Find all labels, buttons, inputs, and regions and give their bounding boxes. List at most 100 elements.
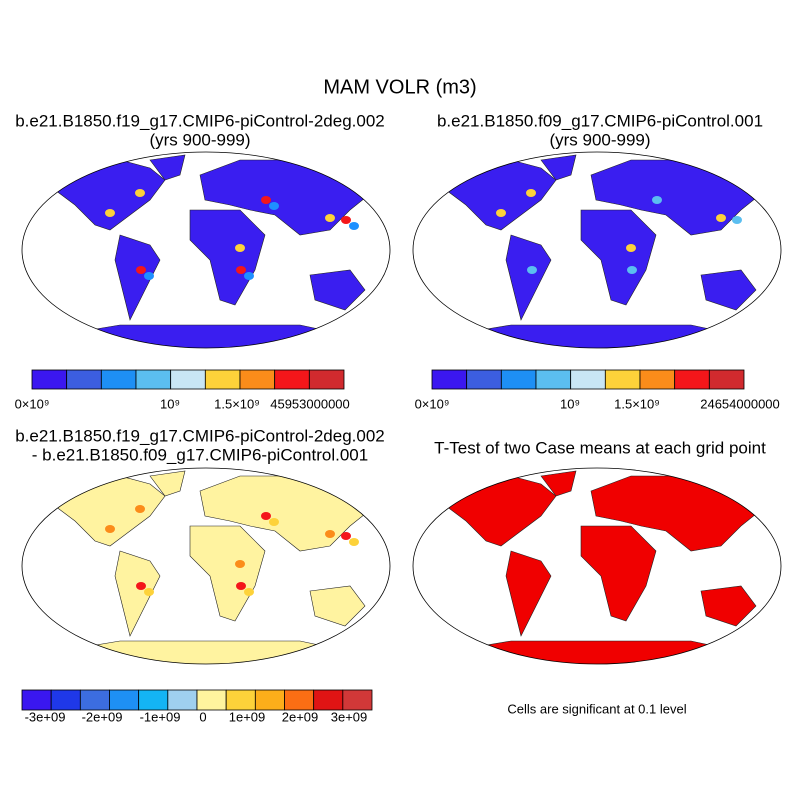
hotspot	[235, 560, 245, 568]
colorbar-box	[431, 369, 468, 390]
colorbar-label: 2e+09	[282, 709, 319, 724]
colorbar-box	[204, 369, 241, 390]
colorbar-box	[308, 369, 345, 390]
hotspot	[341, 216, 351, 224]
hotspot	[236, 266, 246, 274]
colorbar-label: 1.5×10⁹	[614, 396, 660, 411]
hotspot	[135, 505, 145, 513]
hotspot	[235, 244, 245, 252]
panel-title: T-Test of two Case means at each grid po…	[434, 438, 766, 457]
colorbar-label: 0×10⁹	[15, 396, 50, 411]
colorbar-box	[135, 369, 172, 390]
hotspot	[269, 202, 279, 210]
hotspot	[105, 525, 115, 533]
hotspot	[244, 588, 254, 596]
map-border	[412, 151, 782, 349]
land	[430, 154, 772, 348]
colorbar-box	[570, 369, 606, 390]
colorbar-label: 0	[199, 709, 206, 724]
colorbar-label: -2e+09	[82, 709, 123, 724]
colorbar-label: 3e+09	[331, 709, 368, 724]
colorbar-label: -3e+09	[25, 709, 66, 724]
map-land	[39, 470, 381, 664]
hotspot	[652, 196, 662, 204]
colorbar-box	[254, 689, 285, 711]
hotspot	[716, 214, 726, 222]
colorbar-box	[225, 689, 256, 711]
colorbar-box	[500, 369, 537, 390]
colorbar-box	[66, 369, 102, 390]
hotspot	[135, 189, 145, 197]
map-land	[39, 154, 381, 348]
colorbar-box	[466, 369, 502, 390]
panel-title: b.e21.B1850.f19_g17.CMIP6-piControl-2deg…	[15, 426, 385, 445]
hotspot	[136, 582, 146, 590]
map	[21, 151, 391, 349]
colorbar: 0×10⁹ 10⁹ 1.5×10⁹ 24654000000	[415, 369, 780, 411]
hotspot	[325, 530, 335, 538]
colorbar-box	[274, 369, 310, 390]
colorbar-box	[535, 369, 572, 390]
map-land	[430, 154, 772, 348]
hotspot	[496, 209, 506, 217]
panel-title: b.e21.B1850.f09_g17.CMIP6-piControl.001	[437, 111, 763, 130]
hotspot	[349, 222, 359, 230]
colorbar-box	[604, 369, 641, 390]
panels: b.e21.B1850.f19_g17.CMIP6-piControl-2deg…	[15, 111, 782, 724]
colorbar-box	[674, 369, 710, 390]
colorbar-box	[167, 689, 198, 711]
map	[21, 467, 391, 665]
hotspot	[626, 244, 636, 252]
colorbar-box	[284, 689, 315, 711]
hotspot	[244, 272, 254, 280]
hotspot	[627, 266, 637, 274]
colorbar-box	[313, 689, 344, 711]
map	[412, 151, 782, 349]
land	[39, 154, 381, 348]
hotspot	[136, 266, 146, 274]
colorbar-box	[79, 689, 110, 711]
colorbar-label: 24654000000	[700, 396, 780, 411]
colorbar-label: 10⁹	[160, 396, 180, 411]
colorbar-box	[170, 369, 206, 390]
colorbar-box	[639, 369, 676, 390]
colorbar-label: 10⁹	[560, 396, 580, 411]
map-border	[412, 467, 782, 665]
hotspot	[732, 216, 742, 224]
panel-title: (yrs 900-999)	[549, 130, 650, 149]
hotspot	[144, 272, 154, 280]
hotspot	[325, 214, 335, 222]
map	[412, 467, 782, 665]
note: Cells are significant at 0.1 level	[507, 701, 686, 716]
colorbar-label: 45953000000	[270, 396, 350, 411]
colorbar-box	[239, 369, 276, 390]
panel-title: b.e21.B1850.f19_g17.CMIP6-piControl-2deg…	[15, 111, 385, 130]
colorbar-label: 0×10⁹	[415, 396, 450, 411]
colorbar-box	[100, 369, 137, 390]
colorbar-label: 1e+09	[229, 709, 266, 724]
map-border	[21, 467, 391, 665]
panel-title: (yrs 900-999)	[149, 130, 250, 149]
colorbar-label: 1.5×10⁹	[214, 396, 260, 411]
hotspot	[261, 196, 271, 204]
colorbar-label: -1e+09	[140, 709, 181, 724]
hotspot	[341, 532, 351, 540]
hotspot	[526, 189, 536, 197]
hotspot	[269, 518, 279, 526]
colorbar-box	[109, 689, 140, 711]
colorbar: 0×10⁹ 10⁹ 1.5×10⁹ 45953000000	[15, 369, 350, 411]
colorbar-box	[138, 689, 169, 711]
hotspot	[527, 266, 537, 274]
panel-title: - b.e21.B1850.f09_g17.CMIP6-piControl.00…	[32, 445, 368, 464]
hotspot	[236, 582, 246, 590]
colorbar-box	[50, 689, 81, 711]
hotspot	[349, 538, 359, 546]
map-land	[430, 470, 772, 664]
colorbar-box	[31, 369, 68, 390]
map-border	[21, 151, 391, 349]
land	[39, 470, 381, 664]
land	[430, 470, 772, 664]
figure-title: MAM VOLR (m3)	[323, 76, 476, 98]
hotspot	[261, 512, 271, 520]
